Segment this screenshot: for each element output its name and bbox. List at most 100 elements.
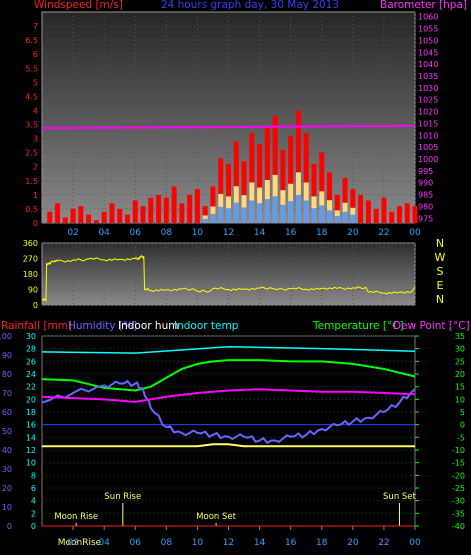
windspeed-bar (171, 186, 177, 223)
barometer-tick-label: 1025 (418, 96, 438, 105)
compass-direction-label: S (437, 265, 444, 278)
windspeed-bar (280, 149, 286, 223)
windspeed-tick-label: 2 (33, 163, 38, 172)
barometer-axis-label: Barometer [hpa] (380, 0, 467, 11)
indoor-temp-tick-label: 24 (26, 370, 36, 379)
barometer-tick-label: 1035 (418, 72, 438, 81)
temp-panel-background (41, 335, 416, 527)
barometer-tick-label: 1020 (418, 108, 438, 117)
indoor-temp-tick-label: 28 (26, 345, 36, 354)
wind-x-tick-label: 22 (378, 228, 389, 238)
windspeed-tick-label: 3 (33, 135, 38, 144)
indoor-hum-axis-label: Indoor hum (118, 320, 178, 332)
barometer-tick-label: 1030 (418, 84, 438, 93)
chart-title: 24 hours graph day, 30 May 2013 (161, 0, 339, 11)
wind-direction-speed-bar (241, 207, 247, 223)
wind-x-tick-label: 06 (130, 228, 142, 238)
tick-labels: 02 04 06 08 10 12 14 16 18 20 22 0000.511.522.533.5… (0, 13, 465, 548)
temp-x-tick-label: 18 (316, 538, 328, 548)
temperature-tick-label: -5 (457, 433, 465, 442)
windspeed-bar (381, 197, 387, 223)
wind-direction-speed-bar (202, 218, 208, 223)
humidity-tick-label: 30 (2, 465, 12, 474)
direction-tick-label: 180 (23, 270, 38, 279)
indoor-temp-tick-label: 12 (26, 446, 36, 455)
humidity-tick-label: 10 (2, 503, 12, 512)
windspeed-bar (148, 197, 154, 223)
indoor-temp-tick-label: 4 (31, 497, 36, 506)
wind-x-tick-label: 12 (223, 228, 234, 238)
windspeed-bar (257, 144, 263, 223)
windspeed-bar (365, 200, 371, 223)
windspeed-tick-label: 3.5 (25, 121, 38, 130)
indoor-temp-tick-label: 26 (26, 357, 36, 366)
temperature-tick-label: -40 (452, 522, 465, 531)
dew-point-line (41, 388, 416, 403)
wind-direction-speed-bar (249, 200, 255, 223)
indoor-temp-tick-label: 20 (26, 395, 36, 404)
indoor-temp-tick-label: 2 (31, 509, 36, 518)
wind-direction-speed-bar (218, 206, 224, 223)
temperature-tick-label: 20 (455, 370, 465, 379)
windspeed-bar (194, 189, 200, 223)
compass-direction-label: W (435, 251, 446, 264)
indoor-temp-axis-label: Indoor temp (174, 320, 239, 332)
windspeed-tick-label: 2.5 (25, 149, 38, 158)
wind-direction-speed-bar (327, 210, 333, 223)
windspeed-bar (233, 141, 239, 223)
indoor-temp-line (41, 346, 416, 354)
windspeed-bar (140, 206, 146, 223)
windspeed-tick-label: 6 (33, 50, 38, 59)
windspeed-bar (93, 220, 99, 223)
compass-direction-label: N (436, 293, 444, 306)
windspeed-bar (226, 163, 231, 223)
event-annotation-label: Sun Set (383, 492, 416, 502)
temp-x-tick-label: 14 (254, 538, 266, 548)
barometer-tick-label: 1015 (418, 119, 438, 128)
wind-direction-speed-bar (334, 215, 340, 223)
wind-direction-line (41, 254, 416, 303)
humidity-axis-label: Humidity [%] (68, 320, 137, 332)
wind-direction-speed-bar (319, 205, 325, 223)
wind-direction-speed-bar (295, 194, 301, 223)
temp-x-tick-label: 10 (192, 538, 204, 548)
wind-direction-speed-bar (210, 213, 216, 223)
windspeed-tick-label: 0 (33, 219, 38, 228)
windspeed-bar (187, 194, 193, 223)
windspeed-tick-label: 5 (33, 78, 38, 87)
temp-x-tick-label: 20 (347, 538, 359, 548)
windspeed-bar (241, 161, 247, 223)
windspeed-bar (55, 203, 61, 223)
humidity-tick-label: 80 (2, 370, 12, 379)
wind-direction-speed-bar (272, 196, 278, 223)
windspeed-bar (249, 132, 255, 223)
windspeed-tick-label: 5.5 (25, 64, 38, 73)
windspeed-bar (272, 116, 278, 223)
windspeed-bar (86, 214, 92, 223)
barometer-tick-label: 1050 (418, 36, 438, 45)
indoor-temp-tick-label: 22 (26, 383, 36, 392)
temperature-tick-label: -25 (452, 484, 465, 493)
temp-x-tick-label: 22 (378, 538, 389, 548)
windspeed-bar (288, 135, 294, 223)
barometer-tick-label: 1005 (418, 143, 438, 152)
compass-direction-label: N (436, 237, 444, 250)
compass-direction-label: E (437, 279, 444, 292)
barometer-tick-label: 995 (418, 167, 433, 176)
windspeed-bar (319, 152, 325, 223)
wind-direction-speed-bar (280, 204, 286, 223)
windspeed-bar (264, 127, 270, 223)
windspeed-bar (179, 203, 185, 223)
humidity-tick-label: 70 (2, 389, 12, 398)
windspeed-tick-label: 6.5 (25, 36, 38, 45)
barometer-tick-label: 980 (418, 202, 433, 211)
barometer-tick-label: 1055 (418, 25, 438, 34)
humidity-tick-label: 60 (2, 408, 12, 417)
temperature-line (41, 359, 416, 392)
temperature-axis-label: Temperature [°C] (312, 320, 404, 332)
direction-tick-label: 0 (33, 301, 38, 310)
temperature-tick-label: 0 (460, 421, 465, 430)
windspeed-bar (350, 189, 356, 223)
temp-x-tick-label: Moon (58, 538, 82, 548)
humidity-tick-label: 50 (2, 427, 12, 436)
